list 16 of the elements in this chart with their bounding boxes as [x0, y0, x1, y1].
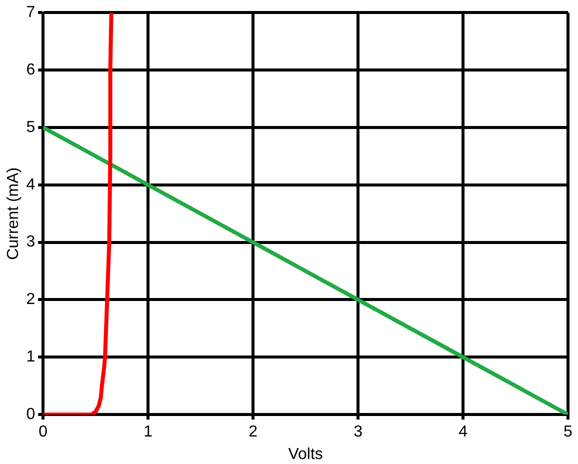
x-tick-label: 2 [248, 424, 258, 441]
x-axis-title: Volts [288, 446, 323, 463]
y-tick-label: 3 [26, 234, 36, 251]
x-tick-label: 1 [144, 424, 153, 441]
y-tick-label: 4 [26, 176, 36, 194]
x-tick-label: 4 [458, 424, 468, 441]
y-tick-label: 6 [26, 61, 36, 78]
x-tick-label: 5 [564, 424, 573, 441]
y-axis-title: Current (mA) [5, 167, 22, 260]
y-tick-label: 1 [26, 348, 36, 366]
y-tick-label: 0 [26, 406, 36, 424]
x-tick-label: 0 [38, 424, 48, 441]
x-tick-label: 3 [354, 424, 363, 441]
y-tick-label: 5 [26, 118, 36, 136]
y-tick-label: 2 [26, 291, 36, 308]
y-tick-label: 7 [26, 4, 36, 22]
